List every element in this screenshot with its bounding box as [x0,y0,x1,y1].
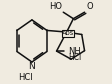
Text: NH: NH [68,47,81,56]
Text: N: N [29,62,35,71]
Text: HCl: HCl [18,73,32,82]
Text: HCl: HCl [68,54,82,62]
FancyBboxPatch shape [62,30,74,37]
Text: O: O [87,2,93,11]
Text: HO: HO [49,2,62,11]
Text: Abs: Abs [62,30,74,36]
